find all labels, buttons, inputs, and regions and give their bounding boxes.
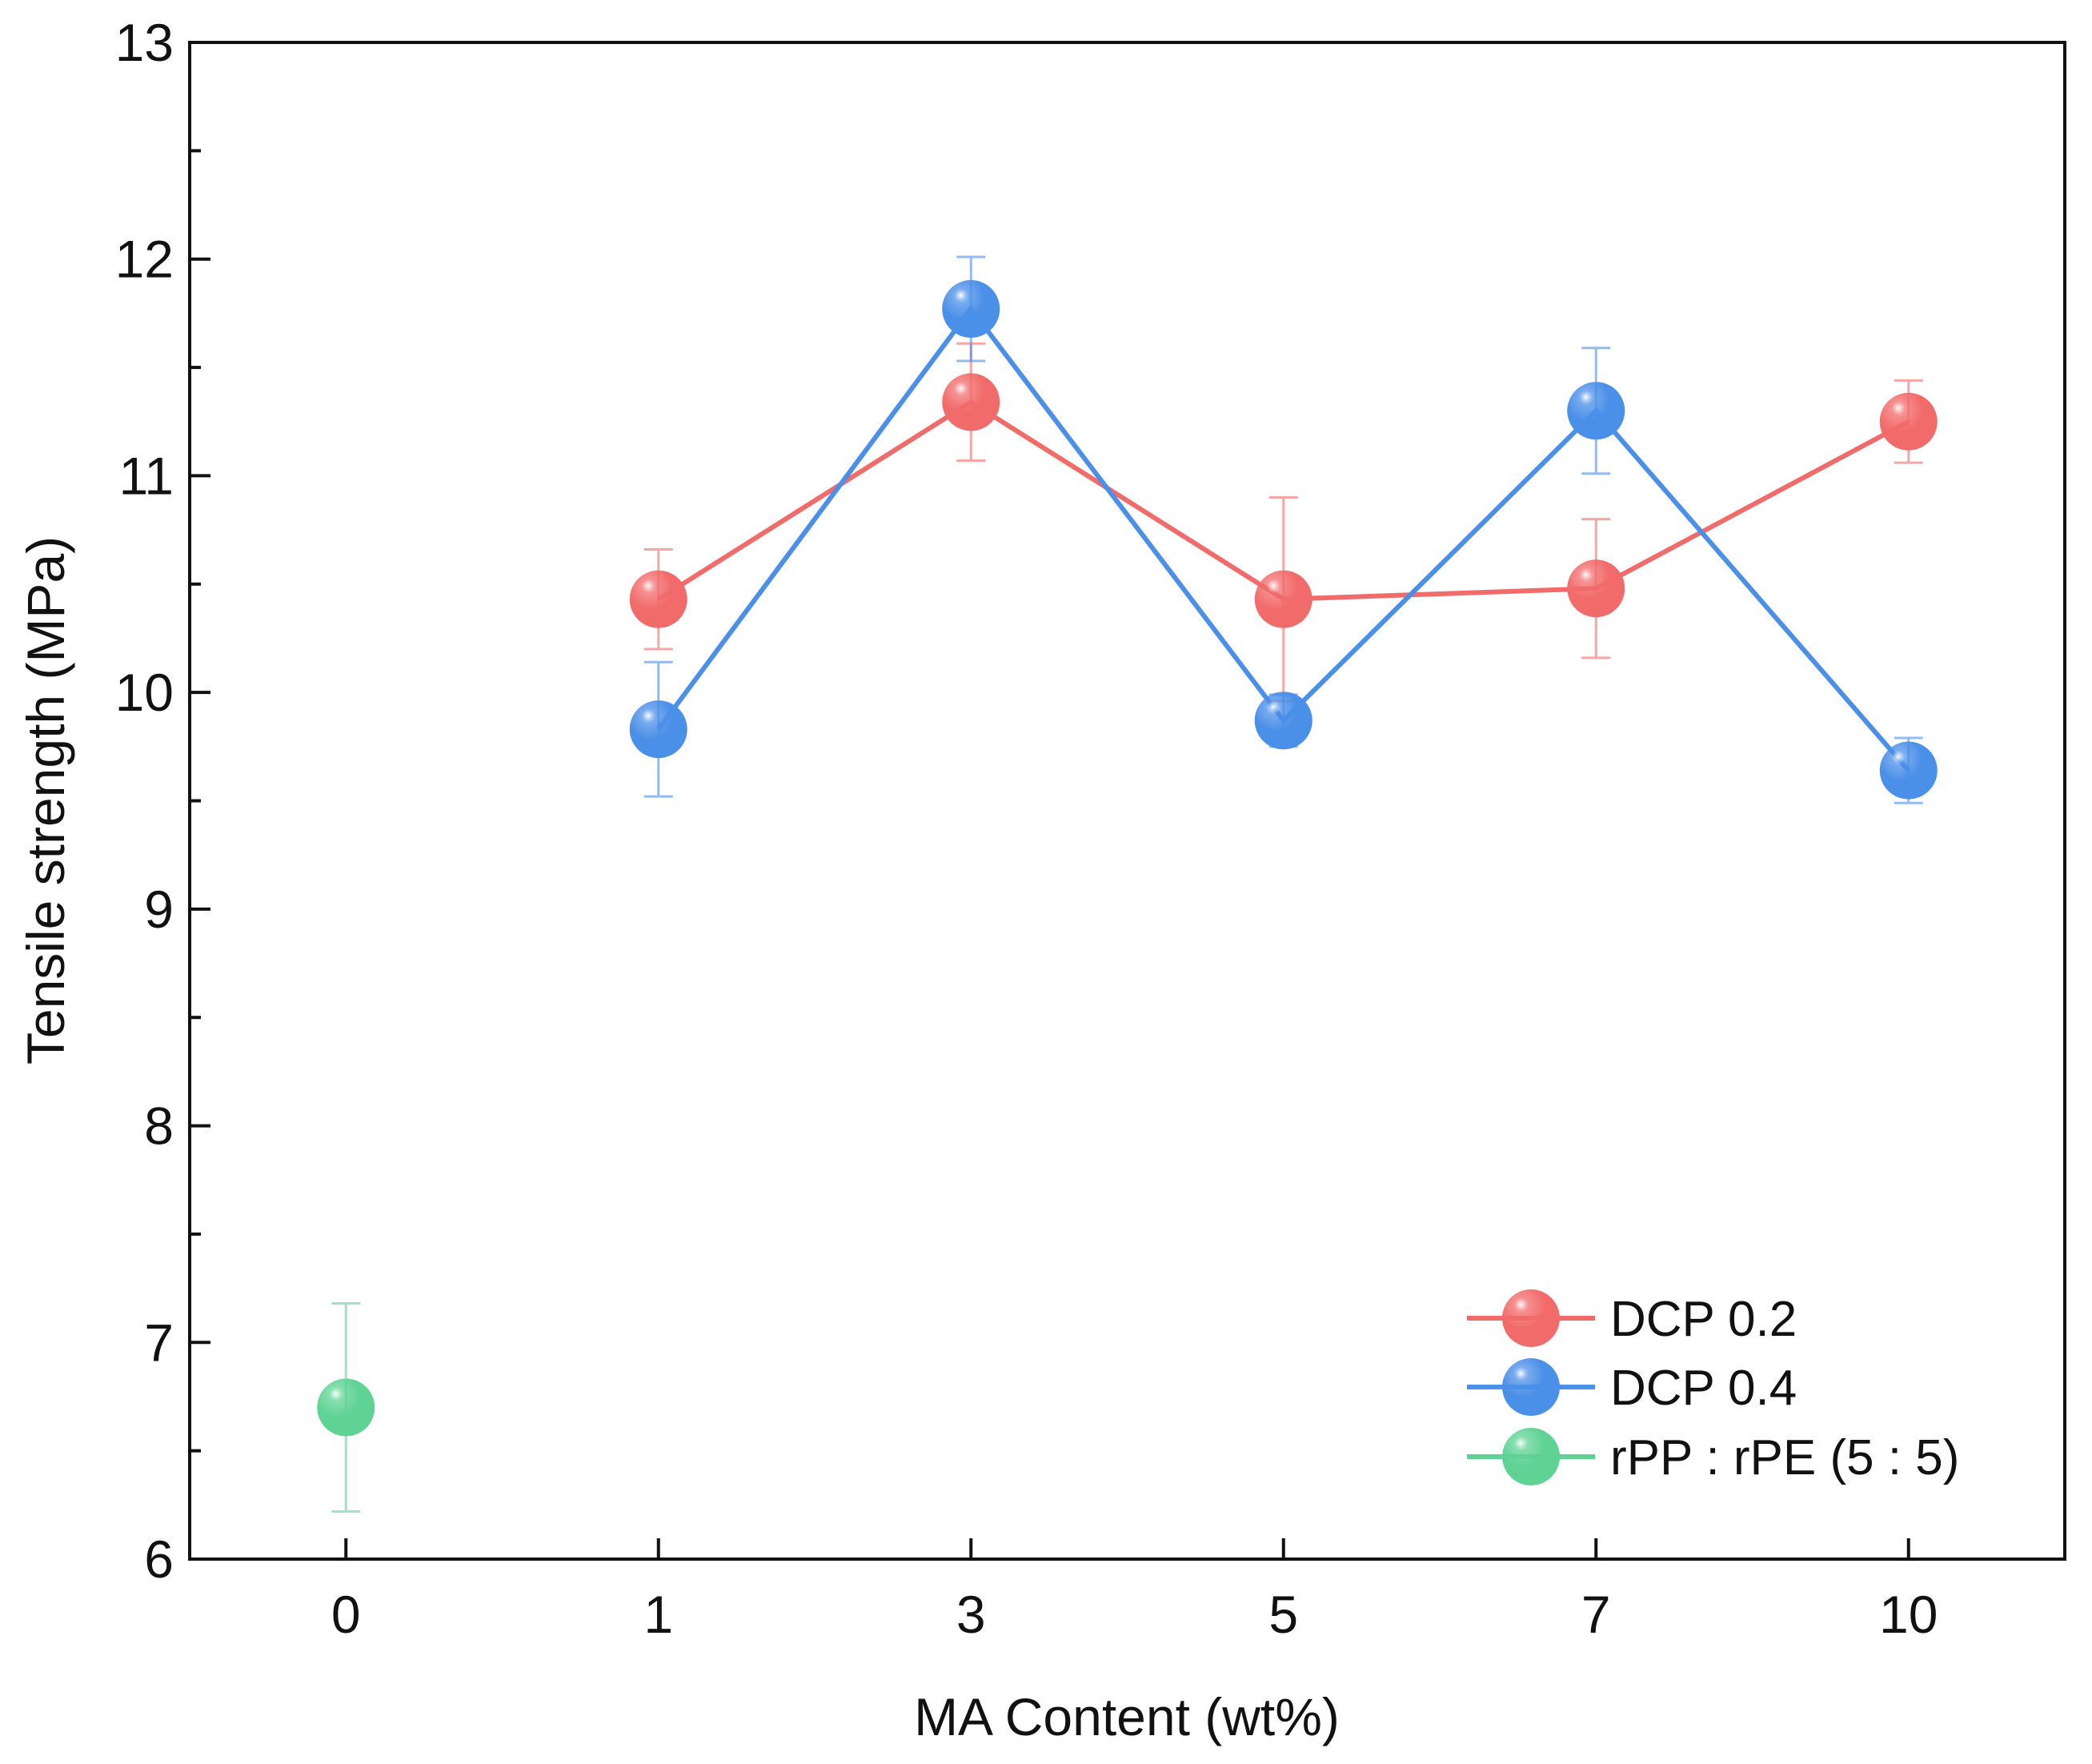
legend: DCP 0.2 DCP 0.4 rPP : rPE (5 : 5)	[1467, 1289, 1959, 1485]
x-axis-title: MA Content (wt%)	[914, 1687, 1340, 1746]
data-point-dcp-0-4	[1254, 692, 1313, 750]
y-tick-label: 12	[115, 230, 174, 289]
x-tick-label: 0	[331, 1585, 361, 1644]
x-tick-label: 5	[1268, 1585, 1298, 1644]
y-tick-label: 7	[144, 1313, 174, 1372]
y-tick-label: 9	[144, 880, 174, 939]
y-tick-label: 10	[115, 663, 174, 722]
data-point-dcp-0-2	[1879, 392, 1938, 451]
data-point-dcp-0-4	[629, 700, 687, 759]
data-point-rpp-rpe-5-5	[317, 1378, 375, 1437]
data-point-dcp-0-2	[629, 570, 687, 628]
data-point-dcp-0-2	[942, 373, 1000, 431]
y-axis: 6 7 8 9 10 11 12 13	[115, 13, 210, 1589]
series-layer	[317, 255, 1938, 1513]
legend-item-dcp-0-2: DCP 0.2	[1467, 1289, 1797, 1347]
data-point-dcp-0-4	[1879, 741, 1938, 800]
x-tick-label: 3	[956, 1585, 986, 1644]
y-tick-label: 11	[118, 446, 174, 505]
legend-marker-dcp-0-2	[1502, 1289, 1560, 1347]
data-point-dcp-0-2	[1567, 559, 1625, 618]
legend-label-dcp-0-4: DCP 0.4	[1610, 1361, 1797, 1416]
data-point-dcp-0-4	[942, 279, 1000, 338]
legend-label-dcp-0-2: DCP 0.2	[1610, 1292, 1797, 1347]
legend-item-dcp-0-4: DCP 0.4	[1467, 1358, 1797, 1416]
y-axis-title: Tensile strength (MPa)	[16, 536, 75, 1064]
data-point-dcp-0-2	[1254, 570, 1313, 628]
legend-marker-rpp-rpe	[1502, 1428, 1560, 1485]
x-tick-label: 10	[1879, 1585, 1938, 1644]
y-tick-label: 13	[115, 13, 174, 72]
y-tick-label: 6	[144, 1529, 174, 1589]
y-tick-label: 8	[144, 1096, 174, 1156]
x-tick-label: 7	[1581, 1585, 1611, 1644]
data-point-dcp-0-4	[1567, 382, 1625, 440]
x-tick-label: 1	[643, 1585, 673, 1644]
series-points	[317, 279, 1938, 1437]
legend-label-rpp-rpe: rPP : rPE (5 : 5)	[1610, 1430, 1959, 1485]
legend-marker-dcp-0-4	[1502, 1358, 1560, 1416]
legend-item-rpp-rpe: rPP : rPE (5 : 5)	[1467, 1428, 1959, 1485]
x-axis: 0 1 3 5 7 10	[331, 1538, 1938, 1644]
